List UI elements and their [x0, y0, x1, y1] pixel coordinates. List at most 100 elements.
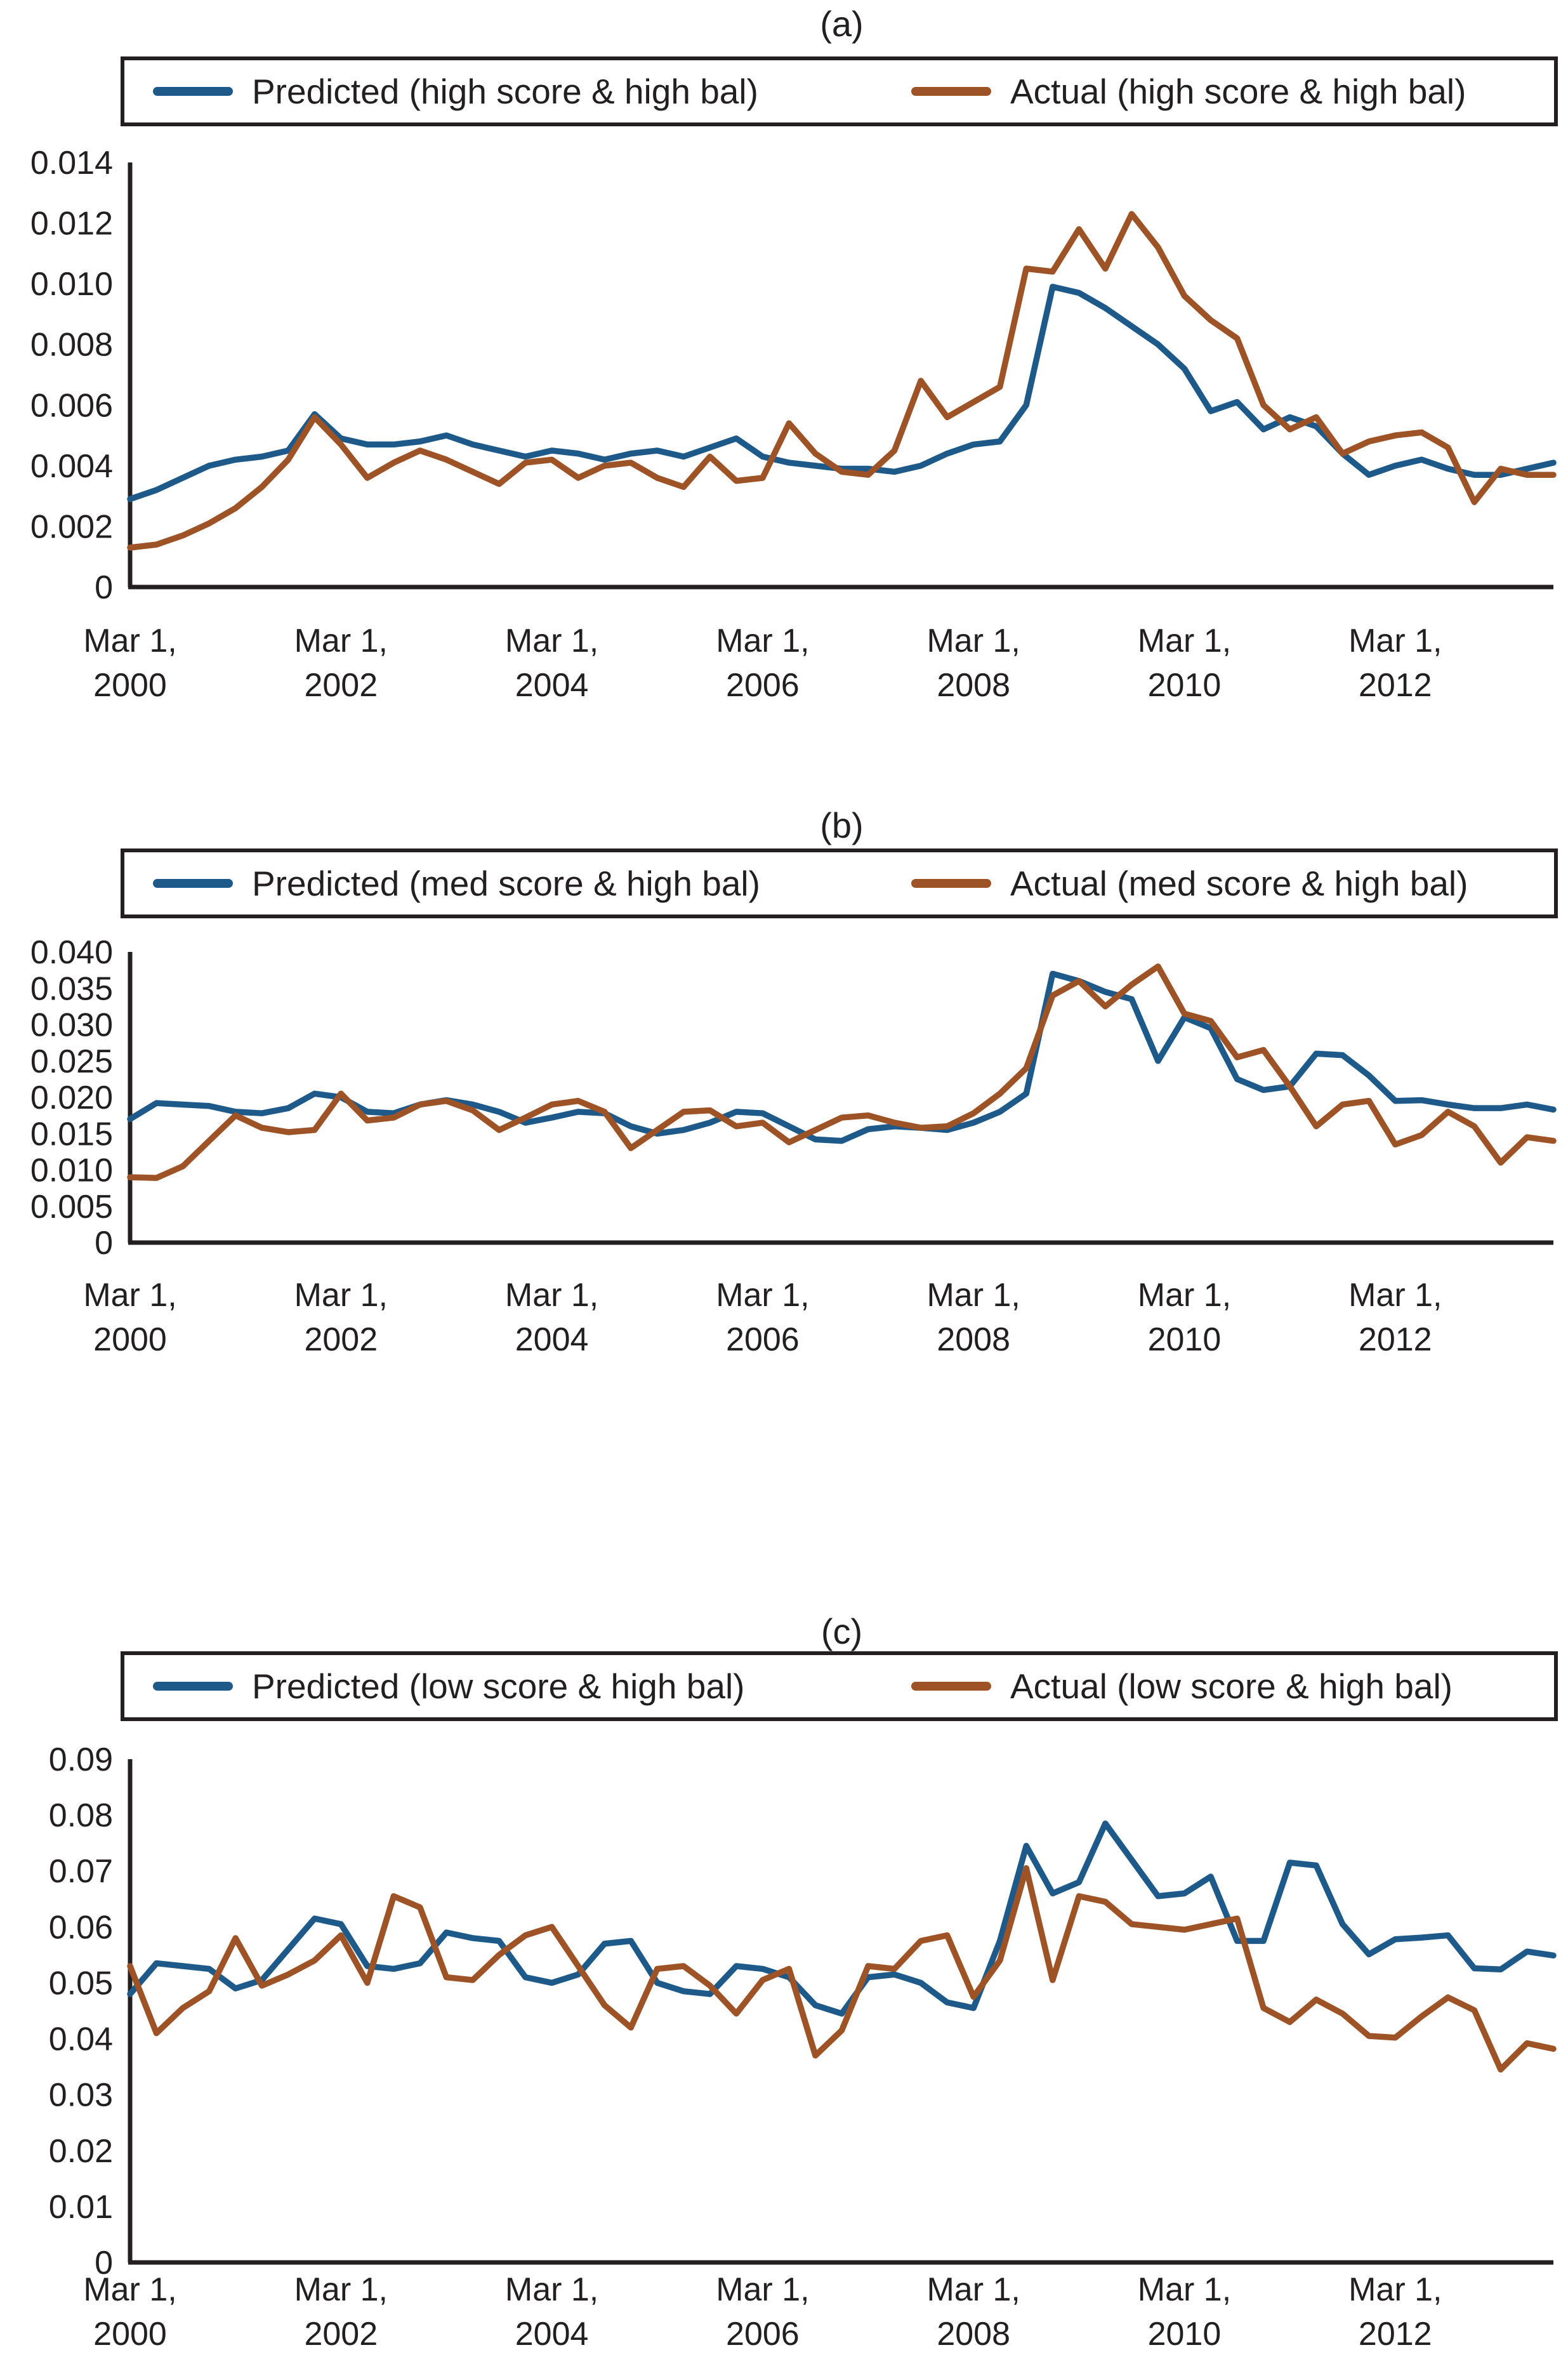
- x-tick-label-year: 2004: [515, 667, 589, 704]
- panel-a-legend: Predicted (high score & high bal) Actual…: [121, 56, 1558, 126]
- x-tick-label-top: Mar 1,: [83, 2271, 176, 2308]
- x-tick-label-year: 2008: [937, 667, 1010, 704]
- x-tick-label-top: Mar 1,: [716, 2271, 809, 2308]
- panel-b-legend: Predicted (med score & high bal) Actual …: [121, 848, 1558, 918]
- legend-item-predicted-c: Predicted (low score & high bal): [153, 1666, 744, 1707]
- legend-item-actual-b: Actual (med score & high bal): [911, 863, 1468, 904]
- y-tick-label: 0: [95, 1225, 113, 1262]
- y-tick-label: 0.030: [30, 1007, 113, 1044]
- predicted-series-line: [127, 970, 1557, 1144]
- x-tick-label-year: 2010: [1148, 2316, 1222, 2353]
- y-tick-label: 0.06: [49, 1909, 113, 1946]
- x-tick-label-top: Mar 1,: [294, 623, 388, 659]
- x-tick-label-year: 2012: [1359, 2316, 1432, 2353]
- panel-c-title: (c): [820, 1611, 863, 1651]
- x-tick-label-year: 2006: [726, 2316, 800, 2353]
- x-tick-label-top: Mar 1,: [83, 623, 176, 659]
- y-tick-label: 0.006: [30, 387, 113, 424]
- legend-item-actual-a: Actual (high score & high bal): [911, 71, 1466, 112]
- legend-item-predicted-b: Predicted (med score & high bal): [153, 863, 760, 904]
- x-tick-label-year: 2006: [726, 1321, 800, 1358]
- legend-label: Predicted (med score & high bal): [252, 864, 760, 903]
- x-tick-label-year: 2000: [93, 667, 167, 704]
- x-tick-label-top: Mar 1,: [716, 623, 809, 659]
- y-tick-label: 0.010: [30, 1152, 113, 1189]
- y-tick-label: 0.010: [30, 266, 113, 303]
- predicted-line-swatch: [153, 879, 233, 888]
- y-tick-label: 0.05: [49, 1965, 113, 2002]
- y-tick-label: 0.07: [49, 1853, 113, 1890]
- x-tick-label-top: Mar 1,: [926, 623, 1020, 659]
- predicted-line-swatch: [153, 87, 233, 96]
- x-tick-label-year: 2010: [1148, 667, 1222, 704]
- legend-item-actual-c: Actual (low score & high bal): [911, 1666, 1453, 1707]
- x-tick-label-year: 2012: [1359, 667, 1432, 704]
- y-tick-label: 0.03: [49, 2077, 113, 2114]
- x-tick-label-top: Mar 1,: [1348, 623, 1442, 659]
- actual-line-swatch: [911, 1682, 991, 1691]
- panel-c-legend: Predicted (low score & high bal) Actual …: [121, 1651, 1558, 1721]
- y-tick-label: 0: [95, 2245, 113, 2281]
- y-tick-label: 0: [95, 569, 113, 606]
- y-tick-label: 0.008: [30, 327, 113, 364]
- y-tick-label: 0.012: [30, 206, 113, 242]
- x-tick-label-year: 2004: [515, 1321, 589, 1358]
- x-tick-label-top: Mar 1,: [1348, 2271, 1442, 2308]
- x-tick-label-top: Mar 1,: [83, 1277, 176, 1314]
- y-tick-label: 0.08: [49, 1797, 113, 1834]
- y-tick-label: 0.01: [49, 2189, 113, 2226]
- legend-label: Actual (low score & high bal): [1010, 1667, 1453, 1706]
- y-tick-label: 0.040: [30, 934, 113, 971]
- x-tick-label-year: 2002: [304, 667, 378, 704]
- x-tick-label-top: Mar 1,: [1348, 1277, 1442, 1314]
- x-tick-label-year: 2010: [1148, 1321, 1222, 1358]
- x-tick-label-top: Mar 1,: [1138, 2271, 1231, 2308]
- actual-series-line: [127, 963, 1557, 1181]
- y-tick-label: 0.09: [49, 1741, 113, 1778]
- legend-item-predicted-a: Predicted (high score & high bal): [153, 71, 758, 112]
- chart-c-canvas: 0 0.01 0.02 0.03 0.04 0.05 0.06 0.07 0.08 0.09 Mar…: [49, 1741, 1557, 2353]
- x-tick-label-top: Mar 1,: [926, 2271, 1020, 2308]
- y-tick-label: 0.04: [49, 2021, 113, 2058]
- y-tick-label: 0.004: [30, 448, 113, 485]
- x-tick-label-year: 2006: [726, 667, 800, 704]
- legend-label: Actual (high score & high bal): [1010, 72, 1466, 111]
- y-tick-label: 0.035: [30, 970, 113, 1007]
- x-tick-label-top: Mar 1,: [505, 1277, 598, 1314]
- actual-series-line: [127, 1865, 1557, 2073]
- x-tick-label-top: Mar 1,: [1138, 1277, 1231, 1314]
- y-tick-label: 0.014: [30, 145, 113, 182]
- x-tick-label-year: 2008: [937, 1321, 1010, 1358]
- x-tick-label-top: Mar 1,: [505, 2271, 598, 2308]
- x-tick-label-year: 2000: [93, 2316, 167, 2353]
- predicted-series-line: [127, 1820, 1557, 2017]
- chart-a-canvas: 0 0.002 0.004 0.006 0.008 0.010 0.012 0.014 Mar …: [30, 145, 1557, 704]
- x-tick-label-year: 2008: [937, 2316, 1010, 2353]
- x-tick-label-top: Mar 1,: [505, 623, 598, 659]
- legend-label: Actual (med score & high bal): [1010, 864, 1468, 903]
- x-tick-label-year: 2002: [304, 1321, 378, 1358]
- y-tick-label: 0.020: [30, 1079, 113, 1116]
- y-tick-label: 0.015: [30, 1116, 113, 1152]
- predicted-series-line: [127, 284, 1557, 503]
- actual-line-swatch: [911, 87, 991, 96]
- x-tick-label-year: 2000: [93, 1321, 167, 1358]
- y-tick-label: 0.005: [30, 1189, 113, 1225]
- panel-b-title: (b): [820, 805, 864, 845]
- chart-b-canvas: 00.0050.0100.0150.0200.0250.0300.0350.04…: [30, 934, 1557, 1358]
- panel-a-title: (a): [820, 4, 864, 44]
- x-tick-label-year: 2002: [304, 2316, 378, 2353]
- y-tick-label: 0.02: [49, 2133, 113, 2170]
- x-tick-label-top: Mar 1,: [1138, 623, 1231, 659]
- legend-label: Predicted (high score & high bal): [252, 72, 758, 111]
- x-tick-label-top: Mar 1,: [926, 1277, 1020, 1314]
- legend-label: Predicted (low score & high bal): [252, 1667, 745, 1706]
- y-tick-label: 0.002: [30, 508, 113, 545]
- x-tick-label-top: Mar 1,: [294, 2271, 388, 2308]
- predicted-line-swatch: [153, 1682, 233, 1691]
- x-tick-label-year: 2012: [1359, 1321, 1432, 1358]
- y-tick-label: 0.025: [30, 1043, 113, 1080]
- x-tick-label-top: Mar 1,: [716, 1277, 809, 1314]
- x-tick-label-top: Mar 1,: [294, 1277, 388, 1314]
